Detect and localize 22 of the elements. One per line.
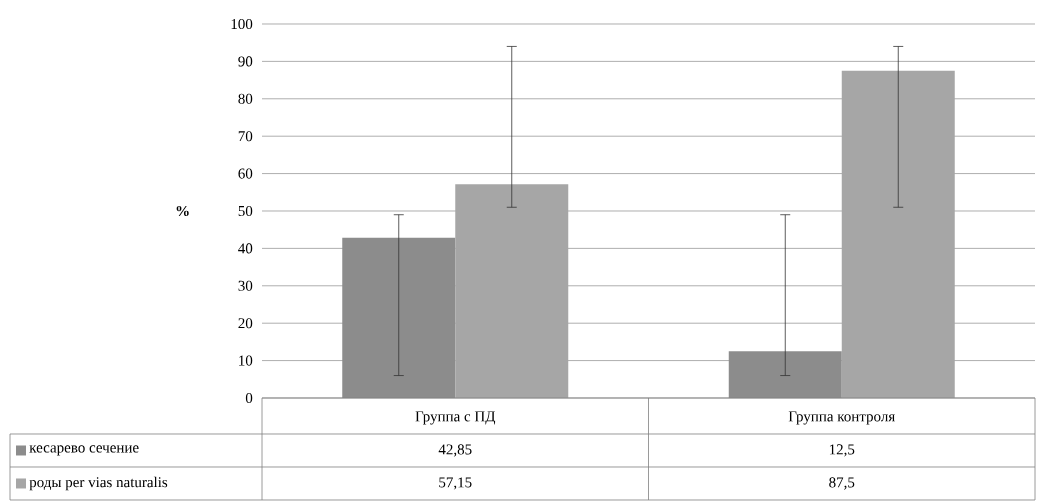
y-tick-label: 60 (238, 168, 253, 179)
bar (841, 70, 955, 398)
y-tick-label: 100 (231, 18, 253, 30)
y-tick-label: 70 (238, 131, 253, 142)
y-axis-title: % (176, 205, 189, 217)
data-label: 42,85 (438, 444, 472, 457)
legend-label: кесарево сечение (29, 445, 139, 456)
data-label: 12,5 (829, 444, 855, 457)
data-label: 87,5 (829, 477, 855, 490)
bar (455, 184, 569, 398)
legend-label: роды per vias naturalis (29, 476, 168, 491)
y-tick-label: 40 (238, 243, 253, 254)
y-tick-label: 10 (239, 355, 253, 366)
y-tick-label: 0 (245, 392, 253, 404)
x-tick-label: Группа с ПД (415, 411, 496, 425)
y-tick-label: 30 (238, 280, 253, 291)
y-tick-label: 20 (238, 318, 253, 329)
y-tick-label: 90 (238, 56, 253, 67)
data-label: 57,15 (439, 477, 472, 490)
x-tick-label: Группа контроля (788, 411, 895, 425)
y-tick-label: 50 (238, 205, 253, 217)
y-tick-label: 80 (238, 93, 253, 104)
